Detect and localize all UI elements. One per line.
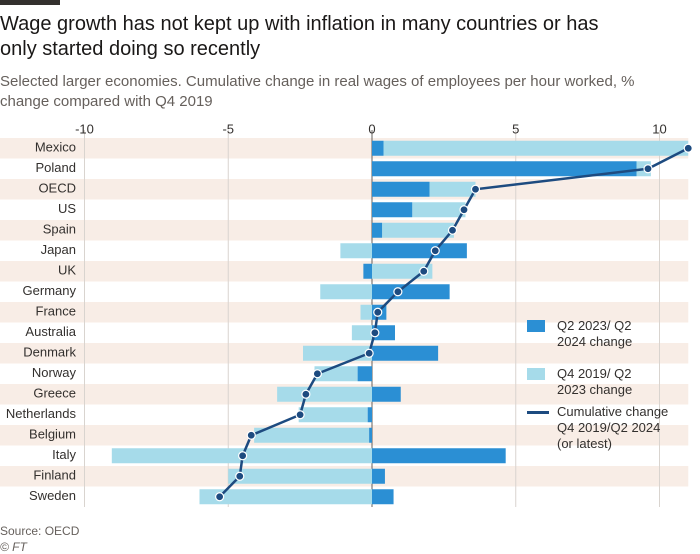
- bar: [372, 386, 401, 402]
- line-point: [364, 348, 374, 358]
- y-tick-label: Belgium: [29, 427, 76, 442]
- bar: [372, 448, 506, 464]
- bar: [372, 468, 385, 484]
- bar: [199, 489, 372, 505]
- line-point: [459, 205, 469, 215]
- bar: [254, 427, 370, 443]
- legend-item: Cumulative change Q4 2019/Q2 2024 (or la…: [527, 404, 700, 452]
- legend-swatch: [527, 368, 545, 380]
- brand-bar: [0, 0, 60, 5]
- bar: [372, 345, 439, 361]
- y-tick-label: Australia: [25, 324, 76, 339]
- y-tick-label: France: [36, 304, 76, 319]
- y-tick-label: Netherlands: [6, 406, 77, 421]
- line-point: [447, 225, 458, 235]
- bar: [372, 222, 383, 238]
- bar: [363, 263, 372, 279]
- y-tick-label: Japan: [41, 242, 76, 257]
- line-point: [215, 492, 225, 502]
- bar: [383, 140, 689, 156]
- y-tick-label: Poland: [36, 160, 76, 175]
- y-tick-label: Spain: [43, 222, 76, 237]
- y-tick-label: Denmark: [23, 345, 76, 360]
- x-tick-label: 5: [512, 121, 519, 136]
- line-point: [643, 164, 653, 174]
- bar: [372, 140, 384, 156]
- bar: [372, 325, 395, 341]
- bar: [320, 284, 372, 300]
- bar: [369, 427, 372, 443]
- line-point: [470, 184, 481, 194]
- credit: © FT: [0, 540, 27, 554]
- line-point: [370, 328, 380, 338]
- bar: [372, 284, 450, 300]
- line-point: [419, 266, 429, 276]
- bar: [351, 325, 372, 341]
- line-point: [373, 307, 383, 317]
- legend-label: Cumulative change Q4 2019/Q2 2024 (or la…: [557, 404, 669, 451]
- line-point: [312, 369, 322, 379]
- legend-label: Q2 2023/ Q2 2024 change: [557, 318, 633, 349]
- bar: [277, 386, 372, 402]
- y-tick-label: UK: [58, 263, 76, 278]
- bar: [357, 366, 372, 382]
- bar: [372, 202, 413, 218]
- legend-swatch: [527, 411, 549, 414]
- legend-swatch: [527, 320, 545, 332]
- line-point: [295, 410, 305, 420]
- row-stripe: [0, 220, 689, 241]
- y-tick-label: Italy: [52, 447, 76, 462]
- bar: [372, 243, 467, 259]
- y-tick-label: Norway: [32, 365, 77, 380]
- row-stripe: [0, 179, 689, 200]
- bar: [303, 345, 372, 361]
- bar: [372, 181, 430, 197]
- y-tick-label: Finland: [33, 468, 76, 483]
- chart-title: Wage growth has not kept up with inflati…: [0, 13, 599, 60]
- x-tick-label: 0: [368, 121, 375, 136]
- bar: [372, 489, 394, 505]
- bar: [340, 243, 372, 259]
- bar: [412, 202, 466, 218]
- x-tick-label: -10: [75, 121, 94, 136]
- y-tick-label: OECD: [38, 181, 76, 196]
- source: Source: OECD: [0, 524, 80, 538]
- legend-item: Q4 2019/ Q2 2023 change: [527, 366, 700, 398]
- bar: [382, 222, 454, 238]
- bar: [228, 468, 372, 484]
- y-tick-label: Mexico: [35, 140, 76, 155]
- line-point: [235, 471, 245, 481]
- line-point: [683, 143, 693, 153]
- y-tick-label: Greece: [33, 386, 76, 401]
- legend-item: Q2 2023/ Q2 2024 change: [527, 318, 700, 350]
- line-point: [430, 246, 440, 256]
- y-tick-label: US: [58, 201, 76, 216]
- bar: [367, 407, 372, 423]
- legend-label: Q4 2019/ Q2 2023 change: [557, 366, 633, 397]
- x-tick-label: 10: [652, 121, 666, 136]
- y-tick-label: Germany: [23, 283, 77, 298]
- line-point: [393, 287, 403, 297]
- bar: [372, 161, 637, 177]
- y-tick-label: Sweden: [29, 488, 76, 503]
- bar: [429, 181, 476, 197]
- line-point: [238, 451, 248, 461]
- line-point: [246, 430, 256, 440]
- bar: [298, 407, 368, 423]
- bar: [360, 304, 372, 320]
- chart-subtitle: Selected larger economies. Cumulative ch…: [0, 73, 635, 110]
- chart: -10 -5 0 5 10 Mexico Poland OECD US Spain Japan UK G…: [0, 121, 693, 507]
- line-point: [301, 389, 311, 399]
- row-stripe: [0, 261, 689, 282]
- x-tick-label: -5: [222, 121, 234, 136]
